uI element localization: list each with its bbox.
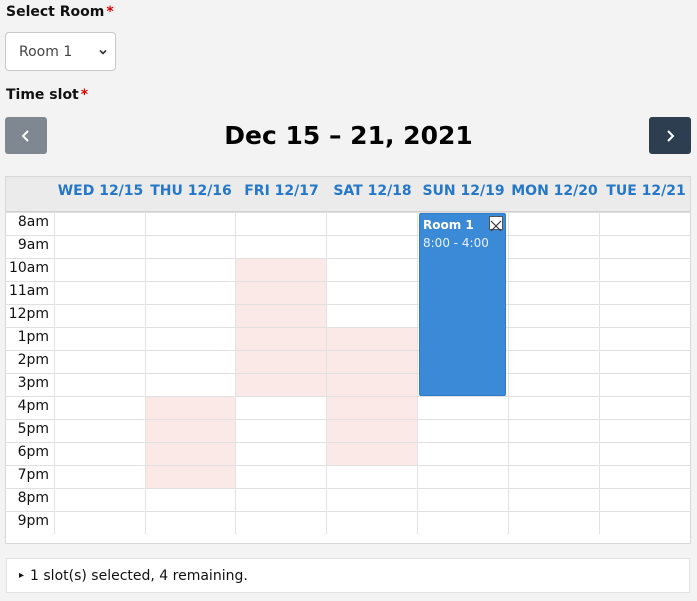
day-header: TUE 12/21 — [606, 183, 686, 199]
select-room-label: Select Room * — [6, 4, 114, 20]
hour-gridline — [6, 511, 690, 512]
chevron-left-icon — [21, 129, 29, 142]
triangle-right-icon: ▸ — [19, 570, 25, 581]
day-gridline — [145, 212, 146, 534]
day-gridline — [508, 212, 509, 534]
hour-gridline — [6, 488, 690, 489]
time-label: 2pm — [17, 352, 49, 368]
time-label: 1pm — [17, 329, 49, 345]
day-header: WED 12/15 — [57, 183, 144, 199]
calendar-header: WED 12/15 THU 12/16 FRI 12/17 SAT 12/18 SUN … — [6, 177, 690, 212]
hour-gridline — [6, 373, 690, 374]
selection-summary-text: 1 slot(s) selected, 4 remaining. — [30, 567, 248, 584]
chevron-down-icon — [99, 49, 107, 55]
hour-gridline — [6, 327, 690, 328]
hour-gridline — [6, 442, 690, 443]
hour-gridline — [6, 235, 690, 236]
hour-gridline — [6, 212, 690, 213]
chevron-right-icon — [667, 129, 675, 142]
day-header: SUN 12/19 — [422, 183, 505, 199]
time-label: 11am — [8, 283, 49, 299]
week-title: Dec 15 – 21, 2021 — [224, 121, 473, 150]
hour-gridline — [6, 281, 690, 282]
room-select[interactable]: Room 1 — [5, 32, 116, 71]
required-mark: * — [106, 4, 114, 20]
time-label: 4pm — [17, 398, 49, 414]
day-gridline — [599, 212, 600, 534]
next-week-button[interactable] — [649, 117, 691, 154]
hour-gridline — [6, 419, 690, 420]
time-label: 5pm — [17, 421, 49, 437]
day-gridline — [417, 212, 418, 534]
room-select-value: Room 1 — [19, 43, 73, 60]
day-header: SAT 12/18 — [333, 183, 412, 199]
previous-week-button[interactable] — [5, 117, 47, 154]
day-gridline — [235, 212, 236, 534]
time-label: 6pm — [17, 444, 49, 460]
time-label: 3pm — [17, 375, 49, 391]
time-slot-label: Time slot * — [6, 87, 88, 103]
time-label: 8am — [17, 214, 49, 230]
time-slot-label-text: Time slot — [6, 87, 79, 103]
select-room-label-text: Select Room — [6, 4, 105, 20]
time-label: 9pm — [17, 513, 49, 529]
close-icon[interactable] — [489, 216, 503, 232]
day-gridline — [326, 212, 327, 534]
calendar-grid[interactable]: WED 12/15 THU 12/16 FRI 12/17 SAT 12/18 SUN … — [5, 176, 691, 544]
booking-event[interactable]: Room 1 8:00 - 4:00 — [419, 213, 506, 396]
time-label: 12pm — [8, 306, 49, 322]
event-title: Room 1 — [423, 218, 474, 232]
time-label: 9am — [17, 237, 49, 253]
time-label: 7pm — [17, 467, 49, 483]
hour-gridline — [6, 258, 690, 259]
hour-gridline — [6, 350, 690, 351]
hour-gridline — [6, 465, 690, 466]
time-label: 8pm — [17, 490, 49, 506]
event-time: 8:00 - 4:00 — [423, 236, 489, 250]
hour-gridline — [6, 304, 690, 305]
time-label: 10am — [8, 260, 49, 276]
required-mark: * — [80, 87, 89, 103]
selection-summary[interactable]: ▸ 1 slot(s) selected, 4 remaining. — [6, 558, 690, 593]
day-gridline — [54, 212, 55, 534]
hour-gridline — [6, 396, 690, 397]
day-header: THU 12/16 — [150, 183, 232, 199]
day-header: MON 12/20 — [511, 183, 598, 199]
day-header: FRI 12/17 — [244, 183, 319, 199]
